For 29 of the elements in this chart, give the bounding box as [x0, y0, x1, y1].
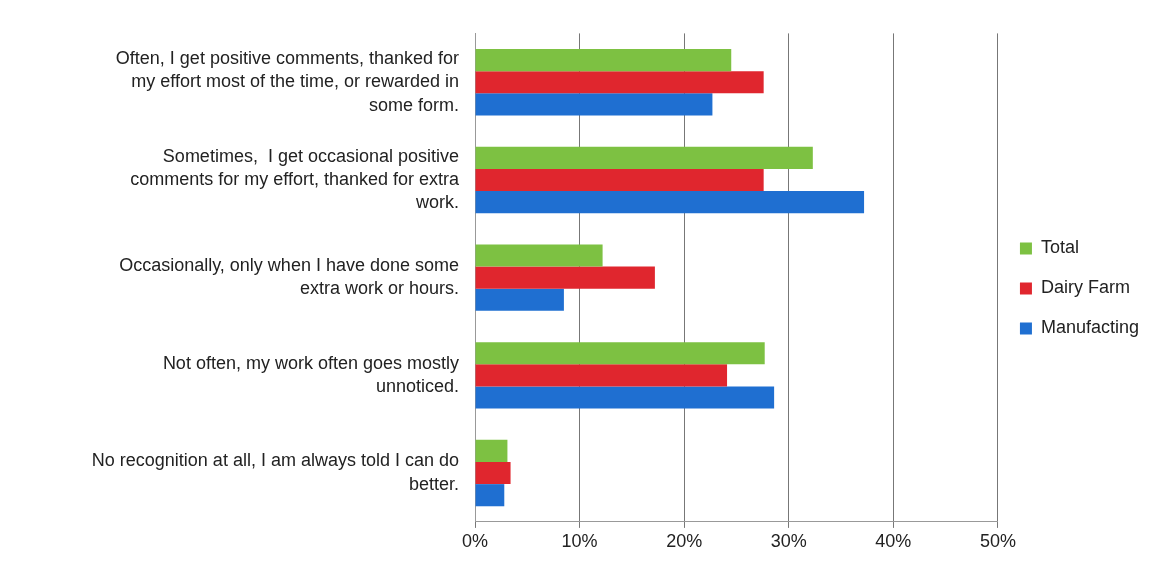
bar	[475, 439, 508, 462]
bar	[475, 191, 865, 214]
x-tick-label: 30%	[770, 530, 807, 551]
bar	[475, 484, 505, 507]
bar	[475, 93, 713, 116]
bar	[475, 146, 813, 169]
legend-label: Total	[1040, 237, 1079, 258]
y-tick-label: Not often, my work often goes mostly unnoticed.	[162, 352, 459, 397]
bar	[475, 49, 732, 72]
bar	[475, 168, 764, 192]
bar	[475, 342, 765, 365]
y-tick-label: Sometimes, I get occasional positive comments for my effort, thanked for extra work.	[130, 145, 460, 213]
bar	[475, 71, 764, 94]
x-tick-label: 10%	[561, 530, 598, 551]
x-tick-label: 20%	[666, 530, 703, 551]
y-tick-label: No recognition at all, I am always told I can do better.	[91, 450, 459, 494]
legend-label: Dairy Farm	[1040, 277, 1130, 298]
legend-label: Manufacting	[1040, 317, 1139, 338]
x-tick-label: 40%	[875, 530, 912, 551]
bar	[475, 288, 564, 311]
x-tick-label: 50%	[979, 530, 1016, 551]
bar	[475, 244, 603, 267]
bar	[475, 461, 511, 485]
bar	[475, 386, 775, 409]
y-tick-label: Occasionally, only when I have done some extra work or hours.	[119, 254, 459, 299]
bar	[475, 364, 728, 387]
x-tick-label: 0%	[461, 530, 489, 551]
bar	[475, 266, 655, 289]
y-tick-label: Often, I get positive comments, thanked for my effort most of the time, or rewarded in some form.	[115, 47, 459, 115]
